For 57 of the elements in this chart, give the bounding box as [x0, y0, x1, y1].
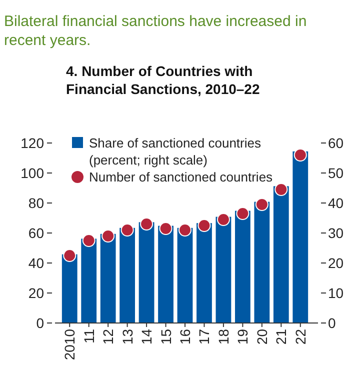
y2-tick-label: 30 [328, 224, 344, 241]
bar [158, 226, 174, 323]
chart-title: Bilateral financial sanctions have increased in recent years. [4, 13, 307, 49]
chart-subtitle: 4. Number of Countries with Financial Sanctions, 2010–22 [66, 63, 260, 97]
point [236, 207, 250, 220]
x-tick-label: 19 [234, 328, 251, 345]
y-tick-label: 0 [36, 314, 44, 331]
x-tick-label: 15 [158, 328, 174, 345]
point [274, 183, 288, 196]
x-tick-label: 2010 [62, 328, 78, 360]
x-tick-label: 17 [196, 328, 212, 345]
x-tick-label: 14 [138, 328, 155, 345]
legend-label: Number of sanctioned countries [89, 170, 274, 185]
bar [81, 238, 97, 323]
x-tick-label: 20 [254, 328, 270, 345]
bar [62, 254, 78, 323]
y-tick-label: 60 [28, 224, 44, 241]
bar [100, 234, 116, 323]
x-tick-label: 12 [100, 328, 116, 345]
y2-tick-label: 20 [328, 254, 344, 271]
point [178, 224, 192, 236]
bar [120, 228, 135, 323]
y2-tick-label: 50 [328, 164, 344, 181]
point [120, 224, 134, 236]
point [63, 249, 76, 262]
point [82, 234, 96, 247]
point [255, 198, 268, 211]
x-tick-label: 11 [80, 328, 97, 344]
y2-tick-label: 0 [328, 314, 336, 331]
x-tick-label: 13 [119, 328, 136, 345]
bar [254, 202, 270, 323]
point [294, 148, 307, 162]
point [198, 219, 211, 232]
y-tick-label: 120 [20, 134, 44, 151]
point [216, 213, 230, 226]
bar [196, 223, 212, 323]
x-tick-label: 22 [292, 328, 308, 345]
x-tick-label: 16 [177, 328, 193, 345]
y-tick-label: 20 [28, 284, 44, 301]
bar [177, 228, 193, 323]
y-tick-label: 40 [28, 254, 44, 271]
point [102, 230, 115, 242]
x-tick-label: 18 [215, 328, 232, 345]
point [140, 218, 154, 230]
y-tick-label: 80 [28, 194, 44, 211]
bar [273, 186, 289, 323]
y2-tick-label: 10 [328, 284, 344, 301]
point [159, 222, 172, 235]
y2-tick-label: 40 [328, 194, 344, 211]
bar [292, 151, 308, 323]
bar [235, 210, 250, 323]
y-tick-label: 100 [20, 164, 44, 181]
bar [138, 222, 154, 323]
x-tick-label: 21 [273, 328, 290, 345]
y2-tick-label: 60 [328, 134, 344, 151]
bar [216, 216, 232, 323]
legend-label: Share of sanctioned countries (percent; right scale) [89, 136, 262, 168]
